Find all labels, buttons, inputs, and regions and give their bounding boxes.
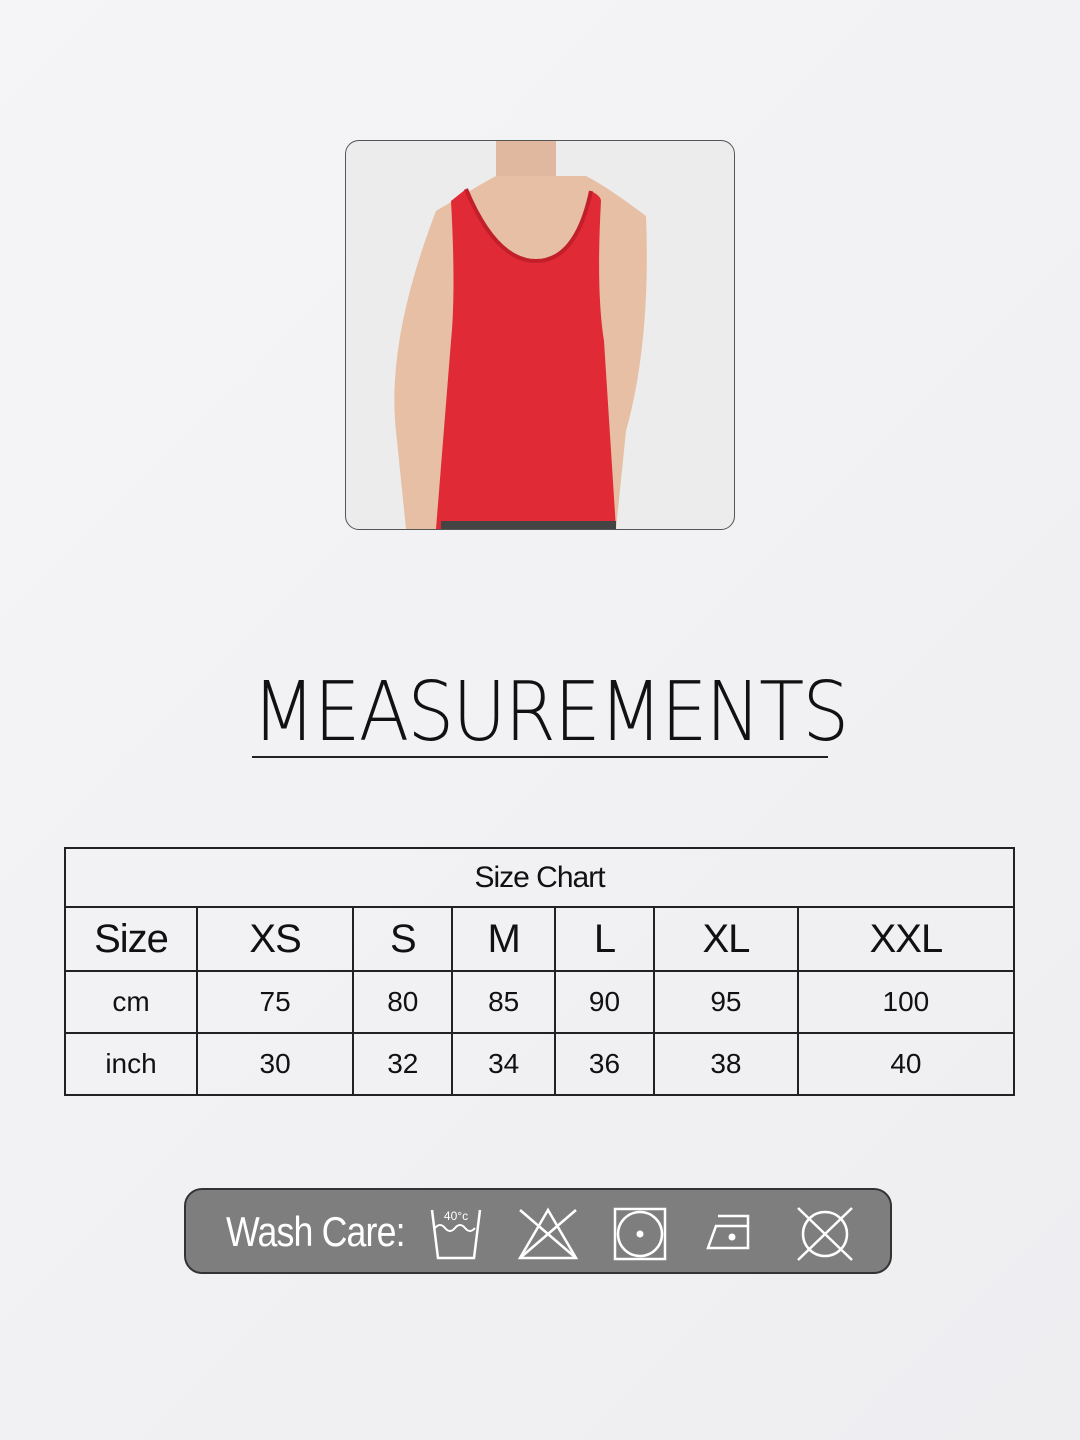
cell: 34 <box>451 1032 556 1096</box>
header-cell: XL <box>653 906 799 972</box>
cell: 80 <box>352 970 454 1034</box>
header-cell: Size <box>64 906 198 972</box>
header-cell: M <box>451 906 556 972</box>
cell: 36 <box>553 1032 656 1096</box>
iron-low-icon <box>706 1214 750 1250</box>
cell: inch <box>64 1032 198 1096</box>
cell: cm <box>64 970 198 1034</box>
table-row: inch 30 32 34 36 38 40 <box>64 1032 1016 1096</box>
header-cell: XS <box>195 906 355 972</box>
cell: 85 <box>451 970 556 1034</box>
size-chart-caption: Size Chart <box>64 847 1015 908</box>
size-chart-table: Size Chart Size XS S M L XL XXL cm 75 80… <box>64 847 1016 1096</box>
wash-40-icon: 40°c <box>430 1209 482 1260</box>
header-cell: S <box>352 906 454 972</box>
table-row: cm 75 80 85 90 95 100 <box>64 970 1016 1034</box>
do-not-dry-clean-icon <box>797 1207 853 1261</box>
cell: 75 <box>195 970 355 1034</box>
product-photo <box>345 140 735 530</box>
cell: 38 <box>653 1032 799 1096</box>
wash-care-panel: Wash Care: 40°c <box>184 1188 892 1274</box>
do-not-bleach-icon <box>517 1207 579 1260</box>
cell: 30 <box>195 1032 355 1096</box>
cell: 32 <box>352 1032 454 1096</box>
cell: 90 <box>553 970 656 1034</box>
page-title: MEASUREMENTS <box>252 665 849 760</box>
cell: 40 <box>796 1032 1016 1096</box>
cell: 95 <box>653 970 799 1034</box>
tumble-dry-low-icon <box>613 1207 667 1261</box>
header-cell: L <box>553 906 656 972</box>
wash-care-label: Wash Care: <box>226 1208 405 1255</box>
table-header-row: Size XS S M L XL XXL <box>64 906 1016 972</box>
header-cell: XXL <box>796 906 1016 972</box>
wash-temp: 40°c <box>444 1209 468 1223</box>
cell: 100 <box>796 970 1016 1034</box>
